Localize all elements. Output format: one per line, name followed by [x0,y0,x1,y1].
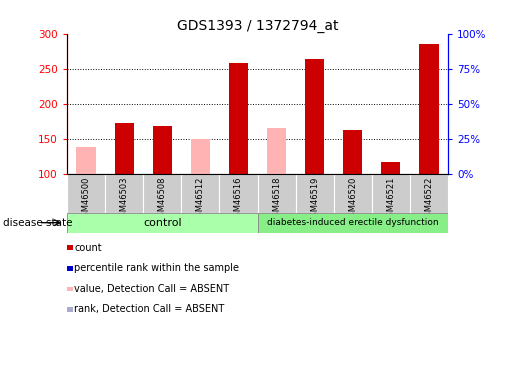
Text: value, Detection Call = ABSENT: value, Detection Call = ABSENT [74,284,230,294]
Text: GSM46508: GSM46508 [158,177,167,222]
Text: GSM46500: GSM46500 [81,177,91,222]
Bar [181,174,219,213]
Bar [67,287,74,291]
Bar [305,59,324,174]
Bar [67,246,74,250]
Bar [419,44,439,174]
Text: GSM46522: GSM46522 [424,177,434,222]
Bar [344,130,363,174]
Bar [67,308,74,312]
Bar [258,174,296,213]
Text: percentile rank within the sample: percentile rank within the sample [74,263,239,273]
Bar [114,123,134,174]
Text: GSM46521: GSM46521 [386,177,396,222]
Text: GSM46519: GSM46519 [310,177,319,222]
Text: GSM46518: GSM46518 [272,177,281,222]
Bar [67,213,258,232]
Bar [267,128,286,174]
Bar [372,174,410,213]
Bar [296,174,334,213]
Bar [410,174,448,213]
Bar [76,147,96,174]
Bar [229,63,248,174]
Bar [105,174,143,213]
Bar [191,139,210,174]
Bar [153,126,172,174]
Bar [67,266,74,271]
Text: GSM46512: GSM46512 [196,177,205,222]
Bar [143,174,181,213]
Text: control: control [143,217,182,228]
Text: disease state: disease state [3,217,72,228]
Title: GDS1393 / 1372794_at: GDS1393 / 1372794_at [177,19,338,33]
Bar [219,174,258,213]
Bar [382,162,401,174]
Bar [67,174,105,213]
Text: GSM46516: GSM46516 [234,177,243,222]
Text: count: count [74,243,102,252]
Text: GSM46503: GSM46503 [119,177,129,222]
Text: diabetes-induced erectile dysfunction: diabetes-induced erectile dysfunction [267,218,439,227]
Text: rank, Detection Call = ABSENT: rank, Detection Call = ABSENT [74,304,225,314]
Bar [258,213,448,232]
Bar [334,174,372,213]
Text: GSM46520: GSM46520 [348,177,357,222]
